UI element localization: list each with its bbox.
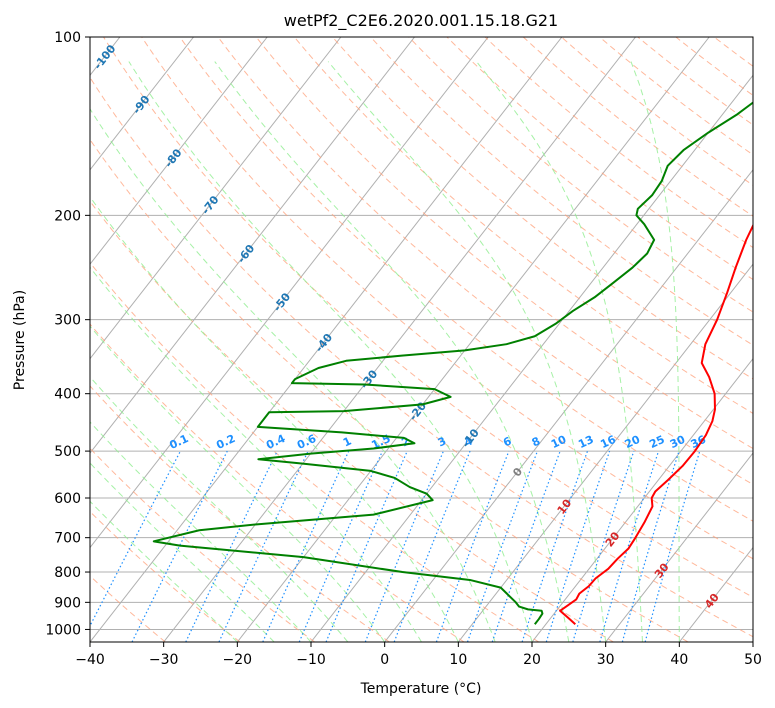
- dry-adiabat: [141, 37, 753, 560]
- temperature-profile-line: [559, 223, 753, 625]
- moist-adiabat: [327, 61, 607, 642]
- isotherm-line: [605, 452, 753, 642]
- x-axis-label: Temperature (°C): [360, 681, 482, 697]
- dry-adiabat: [179, 37, 753, 522]
- moist-adiabat: [90, 462, 275, 642]
- mixing-ratio-line: [435, 450, 510, 642]
- mixing-ratio-line: [393, 450, 471, 642]
- isotherm-line: [457, 263, 753, 642]
- y-tick-label: 700: [54, 531, 81, 547]
- y-tick-label: 600: [54, 491, 81, 507]
- dry-adiabat: [408, 37, 753, 313]
- moist-adiabat: [214, 61, 570, 642]
- moist-adiabat: [90, 325, 386, 642]
- dry-adiabat: [446, 37, 753, 281]
- x-tick-label: 10: [449, 652, 467, 668]
- moist-adiabat: [90, 376, 349, 642]
- mixing-ratio-label: 13: [576, 433, 595, 451]
- moist-adiabat: [90, 500, 238, 642]
- mixing-ratio-line: [545, 450, 611, 642]
- y-tick-label: 100: [54, 30, 81, 46]
- mixing-ratio-line: [599, 450, 660, 642]
- y-tick-label: 300: [54, 313, 81, 329]
- isotherm-line: [163, 37, 636, 642]
- x-tick-label: 30: [597, 652, 615, 668]
- mixing-ratio-line: [621, 450, 680, 642]
- moist-adiabat: [90, 195, 459, 642]
- dry-adiabat: [90, 76, 753, 638]
- moist-adiabat: [128, 61, 533, 642]
- moist-adiabat: [476, 61, 643, 642]
- isotherm-line: [90, 37, 489, 549]
- isotherm-line: [90, 37, 342, 360]
- x-axis: −40 −30 −20 −10 0 10 20 30 40 50: [75, 642, 762, 668]
- dry-adiabat: [90, 447, 315, 642]
- dry-adiabat: [90, 323, 465, 642]
- y-tick-label: 1000: [45, 622, 81, 638]
- dewpoint-profile-line: [152, 101, 753, 625]
- y-tick-label: 900: [54, 595, 81, 611]
- y-tick-label: 200: [54, 208, 81, 224]
- dry-adiabat: [255, 37, 753, 450]
- x-tick-label: −20: [223, 652, 253, 668]
- mixing-ratio-line: [466, 450, 539, 642]
- mixing-ratio-label: 30: [668, 433, 688, 451]
- isotherm-line: [90, 37, 268, 266]
- mixing-ratio-line: [131, 450, 228, 642]
- moist-adiabat: [630, 61, 680, 642]
- isotherm-line: [236, 37, 710, 642]
- mixing-ratio-label: 16: [598, 433, 618, 451]
- isotherm-line: [90, 37, 194, 171]
- mixing-ratio-line: [325, 450, 408, 642]
- isotherm-line: [310, 74, 753, 642]
- dry-adiabat: [217, 37, 753, 486]
- y-axis: 100 200 300 400 500 600 700 800 900 1000: [45, 30, 90, 638]
- mixing-ratio-label: 10: [549, 433, 569, 451]
- mixing-ratio-line: [521, 450, 589, 642]
- dry-adiabat: [293, 37, 753, 414]
- dry-adiabat: [484, 37, 753, 249]
- x-tick-label: −10: [296, 652, 326, 668]
- mixing-ratio-line: [262, 450, 350, 642]
- chart-title: wetPf2_C2E6.2020.001.15.18.G21: [284, 11, 558, 31]
- mixing-ratio-line: [298, 450, 383, 642]
- x-tick-label: 20: [523, 652, 541, 668]
- mixing-ratio-line: [644, 450, 701, 642]
- y-tick-label: 500: [54, 444, 81, 460]
- isotherm-line: [531, 357, 753, 642]
- x-tick-label: 0: [380, 652, 389, 668]
- mixing-ratio-line: [491, 450, 561, 642]
- x-tick-label: −40: [75, 652, 105, 668]
- dry-adiabat: [90, 138, 689, 642]
- isotherm-line: [384, 168, 753, 642]
- x-tick-label: 40: [670, 652, 688, 668]
- plot-area: 0.1 0.2 0.4 0.6 1 1.5 2 3 4 6 8 10 13 16 20 25 30 36-100-…: [90, 37, 753, 642]
- mixing-ratio-line: [572, 450, 635, 642]
- y-tick-label: 400: [54, 387, 81, 403]
- plot-frame: [89, 36, 754, 643]
- mixing-ratio-label: 20: [623, 433, 643, 451]
- x-tick-label: −30: [149, 652, 179, 668]
- x-tick-label: 50: [744, 652, 762, 668]
- isotherm-line: [90, 37, 415, 454]
- mixing-ratio-line: [364, 450, 444, 642]
- mixing-ratio-label: 25: [647, 433, 666, 451]
- dry-adiabat: [90, 200, 614, 642]
- y-axis-label: Pressure (hPa): [12, 290, 28, 390]
- dry-adiabat: [90, 261, 540, 642]
- moist-adiabat: [90, 266, 422, 642]
- y-tick-label: 800: [54, 565, 81, 581]
